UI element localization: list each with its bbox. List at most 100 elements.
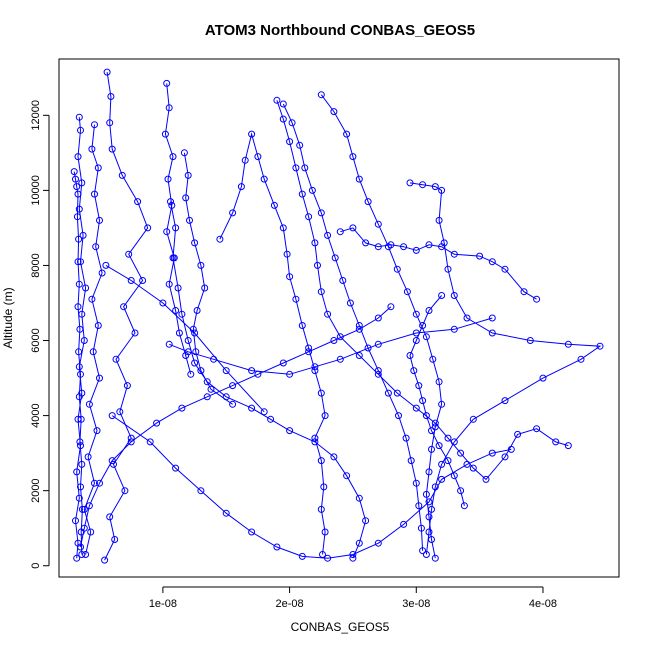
- data-point: [438, 292, 446, 299]
- data-point: [438, 460, 446, 468]
- data-point: [298, 322, 306, 329]
- data-point: [172, 224, 180, 232]
- data-point: [296, 141, 304, 149]
- data-point: [311, 239, 319, 247]
- data-point: [72, 175, 79, 183]
- data-point: [91, 479, 98, 487]
- series-5: [161, 79, 195, 378]
- data-point: [346, 299, 354, 307]
- x-axis-label: CONBAS_GEOS5: [291, 620, 390, 634]
- data-point: [311, 363, 319, 371]
- data-point: [469, 415, 477, 423]
- data-point: [107, 93, 115, 100]
- data-point: [96, 479, 103, 487]
- data-point: [317, 91, 325, 99]
- series-line: [282, 103, 424, 551]
- x-tick-label: 1e-08: [149, 598, 177, 610]
- data-point: [85, 502, 93, 510]
- data-point: [203, 393, 211, 401]
- data-point: [174, 284, 182, 292]
- data-point: [317, 505, 325, 513]
- data-point: [165, 104, 173, 112]
- y-tick-label: 4000: [30, 403, 42, 427]
- data-point: [564, 340, 572, 348]
- data-point: [422, 412, 430, 420]
- data-point: [415, 382, 423, 390]
- series-1: [72, 113, 90, 562]
- data-point: [301, 164, 309, 172]
- data-point: [406, 179, 414, 187]
- data-point: [182, 194, 190, 202]
- data-point: [330, 108, 338, 116]
- data-point: [415, 502, 423, 510]
- data-point: [279, 359, 287, 367]
- data-point: [450, 472, 458, 480]
- data-point: [355, 175, 363, 183]
- data-point: [168, 201, 176, 209]
- data-point: [229, 382, 237, 390]
- data-point: [412, 479, 420, 487]
- data-point: [94, 322, 102, 329]
- data-point: [260, 408, 268, 416]
- data-point: [596, 342, 604, 350]
- data-point: [435, 216, 443, 224]
- data-point: [488, 329, 496, 337]
- series-line: [83, 124, 103, 555]
- data-point: [279, 224, 287, 232]
- data-point: [526, 337, 534, 344]
- data-point: [311, 367, 319, 375]
- data-point: [403, 288, 411, 296]
- data-point: [120, 303, 128, 311]
- data-point: [191, 359, 199, 367]
- data-point: [305, 344, 313, 352]
- data-point: [254, 153, 262, 161]
- data-point: [387, 241, 395, 249]
- series-line: [409, 295, 465, 506]
- data-point: [91, 190, 98, 198]
- data-point: [78, 505, 86, 513]
- series-line: [164, 83, 192, 375]
- data-point: [279, 115, 287, 123]
- data-point: [457, 487, 465, 495]
- series-14: [108, 412, 515, 562]
- data-point: [410, 367, 418, 375]
- data-point: [438, 186, 446, 194]
- data-point: [501, 397, 509, 405]
- data-point: [77, 126, 84, 134]
- data-point: [77, 415, 85, 423]
- data-point: [111, 536, 119, 543]
- data-point: [362, 517, 370, 525]
- data-point: [279, 100, 287, 108]
- data-point: [450, 292, 458, 299]
- data-point: [248, 404, 256, 412]
- data-point: [80, 337, 88, 344]
- data-point: [321, 528, 329, 536]
- data-point: [165, 280, 173, 288]
- data-point: [422, 551, 430, 558]
- data-point: [457, 449, 465, 457]
- data-point: [207, 385, 215, 393]
- data-point: [88, 145, 96, 153]
- data-point: [431, 419, 439, 427]
- data-point: [577, 355, 585, 363]
- data-point: [260, 175, 268, 183]
- data-point: [395, 412, 402, 420]
- y-tick-label: 6000: [30, 328, 42, 352]
- data-point: [103, 68, 111, 76]
- data-point: [374, 314, 382, 322]
- data-point: [292, 295, 300, 303]
- data-point: [93, 427, 101, 435]
- data-point: [153, 419, 161, 427]
- data-point: [355, 322, 363, 329]
- data-point: [241, 156, 249, 164]
- data-point: [343, 472, 351, 480]
- data-point: [73, 554, 81, 562]
- data-point: [419, 322, 427, 329]
- y-axis-label: Altitude (m): [1, 287, 15, 348]
- series-4: [167, 198, 370, 562]
- data-point: [488, 314, 496, 322]
- data-point: [422, 333, 430, 341]
- data-point: [210, 355, 218, 363]
- data-point: [362, 239, 370, 247]
- data-point: [78, 179, 86, 187]
